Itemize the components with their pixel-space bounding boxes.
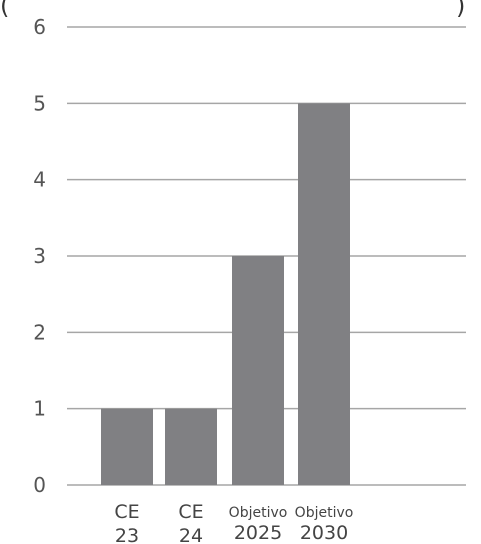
bar-3 — [232, 256, 284, 485]
top-left-paren: ( — [0, 0, 9, 20]
x-label-1-line1: CE — [114, 501, 139, 523]
bar-4 — [298, 103, 350, 485]
y-tick-label-1: 1 — [33, 397, 46, 421]
x-label-4-line2: 2030 — [300, 522, 348, 544]
x-label-2-line1: CE — [178, 501, 203, 523]
x-label-3-line1: Objetivo — [229, 505, 288, 521]
bars — [101, 103, 350, 485]
y-tick-label-5: 5 — [33, 91, 46, 115]
x-label-3-line2: 2025 — [234, 522, 282, 544]
y-axis-ticks: 0 1 2 3 4 5 6 — [33, 15, 46, 497]
bar-2 — [165, 408, 217, 485]
y-tick-label-0: 0 — [33, 473, 46, 497]
top-right-paren: ) — [456, 0, 465, 20]
y-tick-label-2: 2 — [33, 320, 46, 344]
y-tick-label-3: 3 — [33, 244, 46, 268]
y-tick-label-6: 6 — [33, 15, 46, 39]
x-label-1-line2: 23 — [115, 525, 139, 544]
bar-1 — [101, 408, 153, 485]
x-label-4-line1: Objetivo — [295, 505, 354, 521]
x-label-2-line2: 24 — [179, 525, 203, 544]
y-tick-label-4: 4 — [33, 168, 46, 192]
